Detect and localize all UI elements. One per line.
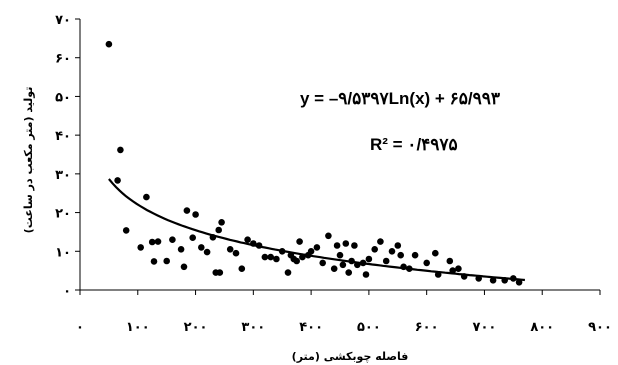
r-squared-label: R² = ۰/۴۹۷۵ xyxy=(370,135,458,154)
x-tick-label: ۹۰۰ xyxy=(588,320,612,335)
data-point xyxy=(382,257,390,265)
data-point xyxy=(244,236,251,243)
data-point xyxy=(351,242,358,249)
y-tick-label: ۱۰ xyxy=(55,245,71,260)
data-point xyxy=(489,277,497,284)
data-point xyxy=(137,244,144,251)
x-tick-label: ۵۰۰ xyxy=(357,320,381,335)
x-tick-label: ۱۰۰ xyxy=(126,320,150,335)
data-point xyxy=(154,238,162,245)
data-point xyxy=(455,265,462,273)
data-point xyxy=(122,227,130,234)
data-point xyxy=(267,253,275,261)
data-point xyxy=(192,211,199,218)
data-point xyxy=(169,236,176,243)
data-point xyxy=(423,259,431,267)
x-tick-label: ۳۰۰ xyxy=(241,320,265,335)
data-point xyxy=(377,238,384,245)
data-points xyxy=(105,40,523,286)
y-tick-label: ۶۰ xyxy=(55,52,71,67)
equation-label: y = –۹/۵۳۹۷Ln(x) + ۶۵/۹۹۳ xyxy=(300,89,500,108)
data-point xyxy=(293,257,301,265)
data-point xyxy=(216,269,224,276)
data-point xyxy=(198,244,205,251)
data-point xyxy=(325,232,332,240)
y-tick-label: ۰ xyxy=(63,284,71,299)
data-point xyxy=(238,265,246,273)
x-tick-label: ۴۰۰ xyxy=(299,320,323,335)
data-point xyxy=(148,238,156,246)
y-tick-label: ۷۰ xyxy=(55,13,71,28)
y-tick-label: ۵۰ xyxy=(55,90,71,105)
data-point xyxy=(163,257,170,265)
data-point xyxy=(397,251,405,259)
data-point xyxy=(114,177,121,184)
data-point xyxy=(342,240,350,247)
data-point xyxy=(215,226,222,234)
data-point xyxy=(446,257,454,265)
y-tick-label: ۴۰ xyxy=(55,129,71,144)
data-point xyxy=(394,242,402,249)
data-point xyxy=(105,40,113,48)
data-point xyxy=(336,251,344,259)
data-point xyxy=(189,234,196,241)
data-point xyxy=(218,219,225,226)
data-point xyxy=(117,146,124,154)
data-point xyxy=(319,259,327,267)
data-point xyxy=(365,255,373,263)
data-point xyxy=(339,261,347,269)
x-tick-label: ۶۰۰ xyxy=(415,320,439,335)
data-point xyxy=(411,251,419,259)
data-point xyxy=(232,249,240,257)
x-tick-label: ۲۰۰ xyxy=(184,320,208,335)
x-axis-title: فاصله چوبکشی (متر) xyxy=(292,350,409,363)
x-tick-label: ۸۰۰ xyxy=(530,320,554,335)
data-point xyxy=(313,244,321,251)
data-point xyxy=(388,248,396,255)
data-point xyxy=(150,258,158,265)
data-point xyxy=(261,253,269,261)
data-point xyxy=(183,207,191,214)
data-point xyxy=(296,238,303,245)
data-point xyxy=(333,242,341,249)
data-point xyxy=(284,269,292,276)
data-point xyxy=(143,193,150,201)
y-axis-title: تولید (متر مکعب در ساعت) xyxy=(22,87,35,234)
data-point xyxy=(180,263,188,271)
trendline xyxy=(108,178,525,282)
data-point xyxy=(345,269,353,276)
x-tick-label: ۰ xyxy=(76,320,84,335)
y-axis-ticks: ۰ ۱۰ ۲۰ ۳۰ ۴۰ ۵۰ ۶۰ ۷۰ xyxy=(55,13,80,299)
data-point xyxy=(432,249,439,257)
data-point xyxy=(273,255,280,263)
data-point xyxy=(177,246,185,253)
data-point xyxy=(362,271,370,278)
y-tick-label: ۲۰ xyxy=(55,207,71,222)
x-tick-label: ۷۰۰ xyxy=(473,320,497,335)
data-point xyxy=(226,246,234,253)
data-point xyxy=(203,248,211,256)
data-point xyxy=(307,248,315,255)
data-point xyxy=(330,265,338,273)
data-point xyxy=(371,246,379,253)
y-tick-label: ۳۰ xyxy=(55,168,71,183)
x-axis-ticks: ۰ ۱۰۰ ۲۰۰ ۳۰۰ ۴۰۰ ۵۰۰ ۶۰۰ ۷۰۰ ۸۰۰ ۹۰۰ xyxy=(76,290,612,335)
